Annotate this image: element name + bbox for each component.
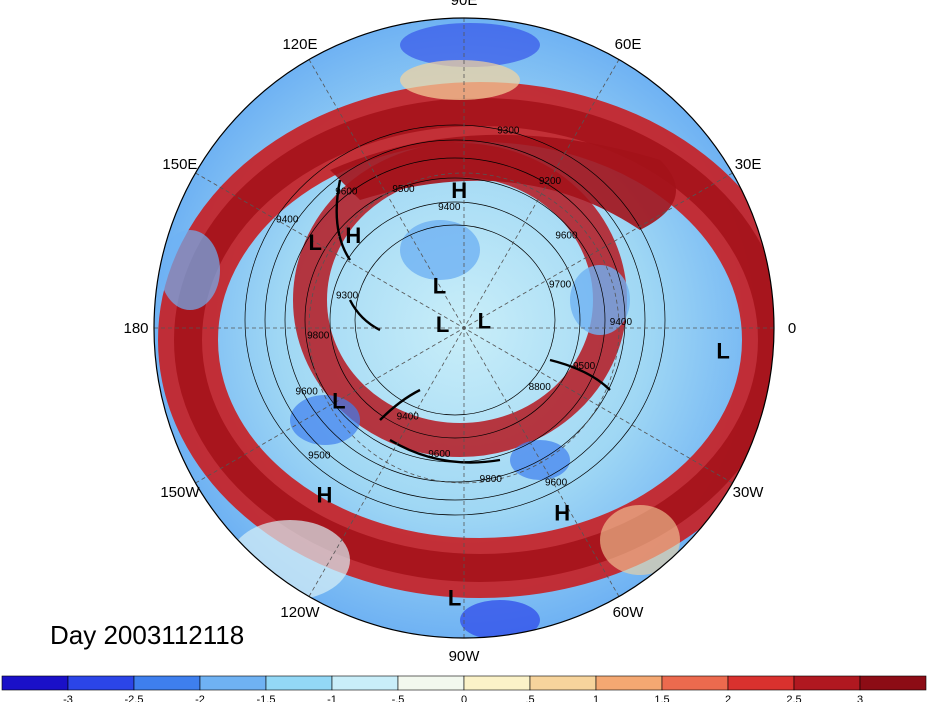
map-boundary	[153, 17, 775, 639]
high-pressure-label: H	[317, 482, 333, 507]
colorbar-tick-label: -.5	[392, 694, 405, 702]
colorbar-swatch	[265, 675, 333, 691]
colorbar-swatch	[595, 675, 663, 691]
contour-label: 9400	[276, 214, 299, 225]
meridian-label: 0	[788, 320, 796, 337]
colorbar-tick-label: 1	[593, 694, 599, 702]
contour-label: 9600	[545, 478, 568, 489]
meridian-label: 90W	[449, 648, 481, 665]
low-pressure-label: L	[478, 309, 491, 334]
colorbar-swatch	[661, 675, 729, 691]
contour-label: 9600	[296, 386, 319, 397]
contour-label: 9400	[438, 202, 461, 213]
meridian-label: 180	[123, 320, 148, 337]
colorbar: -3 -2.5 -2 -1.5 -1 -.5 0 .5 1 1.5 2 2.5 3	[1, 675, 927, 702]
colorbar-tick-label: .5	[525, 694, 534, 702]
meridian-label: 120E	[282, 36, 317, 53]
meridian-label: 120W	[280, 604, 320, 621]
low-pressure-label: L	[436, 312, 449, 337]
contour-label: 9300	[336, 291, 359, 302]
contour-labels: 9700 9600 9200 9300 9400 9500 9600 9400 9300 9800…	[276, 125, 632, 488]
low-pressure-label: L	[448, 585, 461, 610]
high-pressure-label: H	[554, 501, 570, 526]
meridian-labels: 90E 60E 30E 0 30W 60W 90W 120W 150W 180 150E 120E	[123, 0, 796, 665]
colorbar-tick-label: 1.5	[654, 694, 669, 702]
contour-label: 9500	[573, 361, 596, 372]
colorbar-tick-label: 3	[857, 694, 863, 702]
meridian-label: 90E	[451, 0, 478, 9]
colorbar-swatch	[67, 675, 135, 691]
colorbar-swatch	[133, 675, 201, 691]
meridian-label: 60W	[613, 604, 645, 621]
contour-label: 9600	[428, 449, 451, 460]
colorbar-swatch	[397, 675, 465, 691]
high-pressure-label: H	[345, 223, 361, 248]
contour-label: 9500	[392, 184, 415, 195]
low-pressure-label: L	[433, 273, 446, 298]
colorbar-swatch	[199, 675, 267, 691]
colorbar-tick-label: 2.5	[786, 694, 801, 702]
low-pressure-label: L	[308, 230, 321, 255]
colorbar-swatch	[529, 675, 597, 691]
contour-label: 9700	[549, 279, 572, 290]
contour-label: 9200	[539, 176, 562, 187]
high-pressure-label: H	[451, 178, 467, 203]
colorbar-tick-label: -2.5	[125, 694, 144, 702]
colorbar-swatch	[727, 675, 795, 691]
contour-label: 9800	[307, 331, 330, 342]
graticule	[154, 18, 774, 638]
day-caption: Day 2003112118	[50, 620, 245, 650]
colorbar-tick-label: -1	[327, 694, 337, 702]
low-pressure-label: L	[332, 388, 345, 413]
low-pressure-label: L	[716, 339, 729, 364]
colorbar-swatch	[1, 675, 69, 691]
meridian-label: 60E	[615, 36, 642, 53]
contour-label: 9800	[480, 474, 503, 485]
meridian-label: 30W	[733, 484, 765, 501]
colorbar-tick-label: -3	[63, 694, 73, 702]
contour-label: 9400	[397, 411, 420, 422]
colorbar-tick-label: -2	[195, 694, 205, 702]
colorbar-swatch	[463, 675, 531, 691]
colorbar-swatch	[793, 675, 861, 691]
colorbar-tick-label: 2	[725, 694, 731, 702]
contour-label: 9500	[308, 451, 331, 462]
colorbar-tick-label: -1.5	[257, 694, 276, 702]
colorbar-swatch	[859, 675, 927, 691]
colorbar-swatch	[331, 675, 399, 691]
contour-label: 8800	[529, 382, 552, 393]
contour-label: 9600	[335, 186, 358, 197]
meridian-label: 150E	[162, 156, 197, 173]
meridian-label: 150W	[160, 484, 200, 501]
colorbar-tick-label: 0	[461, 694, 467, 702]
contour-label: 9300	[497, 125, 520, 136]
meridian-label: 30E	[735, 156, 762, 173]
contour-label: 9400	[610, 317, 633, 328]
contour-label: 9600	[555, 231, 578, 242]
